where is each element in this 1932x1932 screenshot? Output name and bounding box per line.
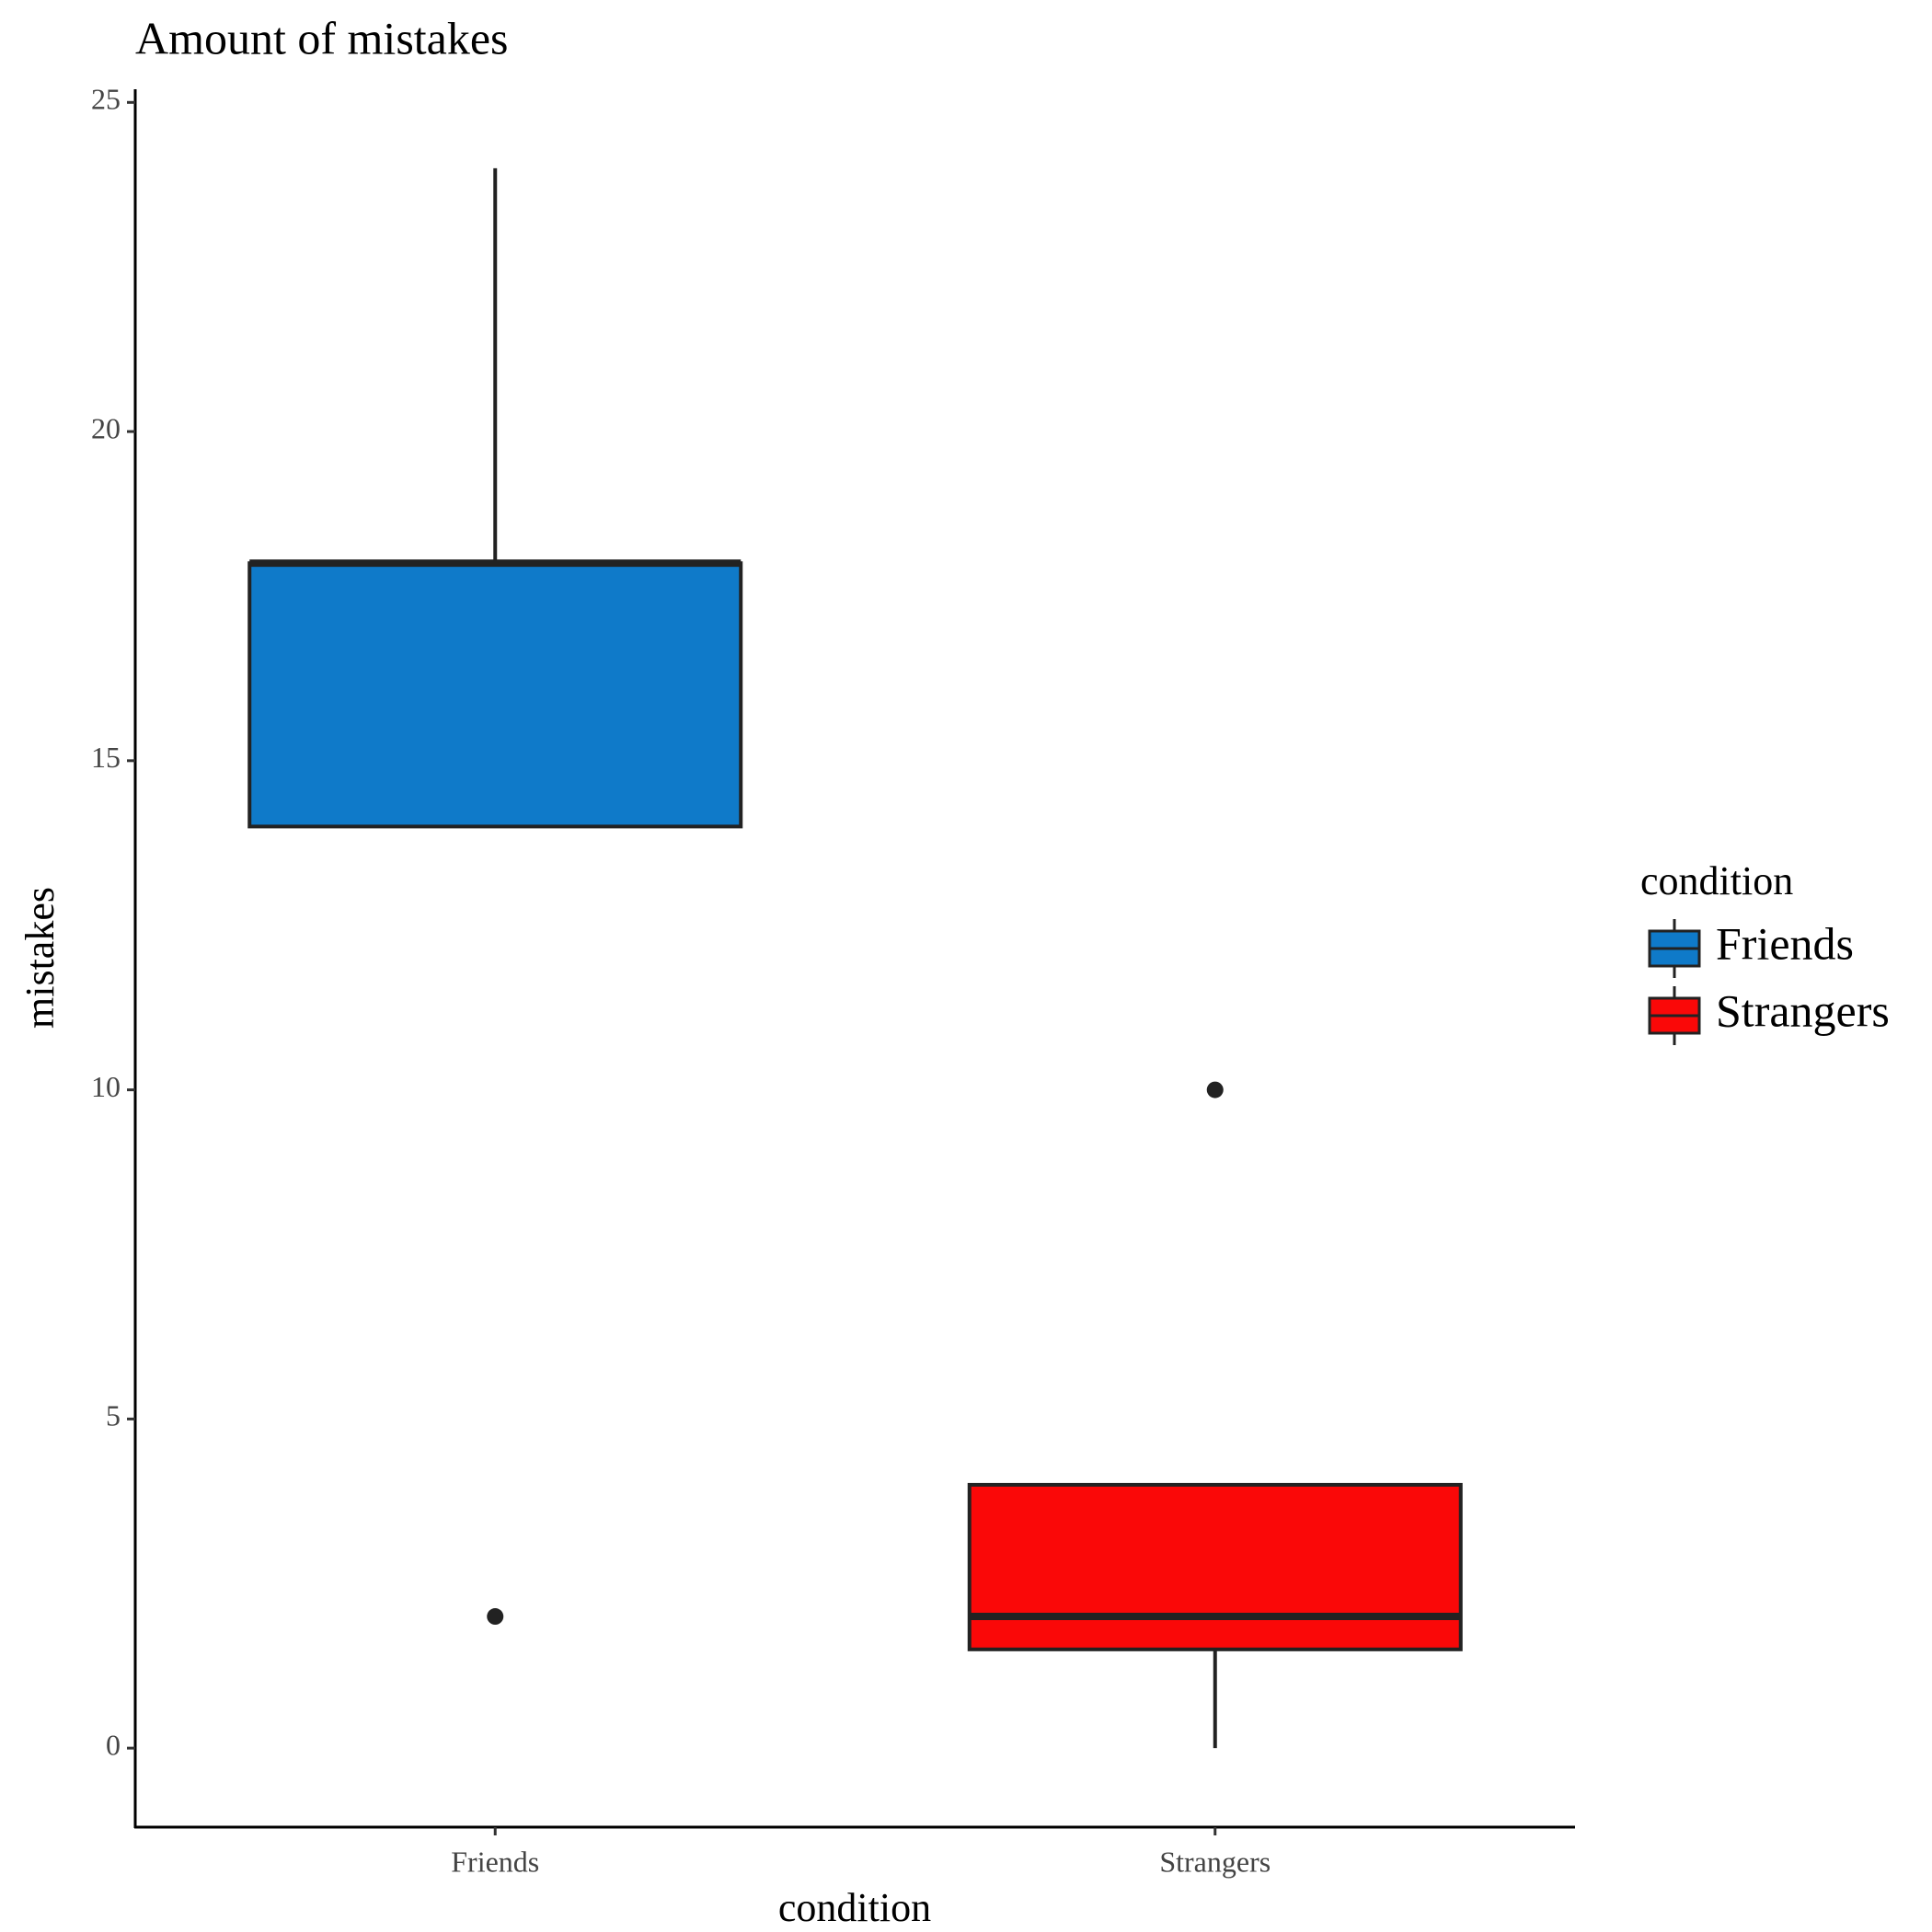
- y-tick-label: 25: [91, 83, 121, 116]
- x-tick-label: Friends: [451, 1845, 539, 1878]
- outlier: [487, 1608, 504, 1626]
- box: [247, 561, 743, 829]
- y-axis-title: mistakes: [17, 887, 63, 1029]
- y-tick-label: 20: [91, 411, 121, 444]
- legend-label: Friends: [1716, 917, 1854, 969]
- box: [967, 1482, 1463, 1651]
- x-tick-label: Strangers: [1159, 1845, 1271, 1878]
- y-tick-label: 5: [106, 1399, 121, 1432]
- x-axis-title: condition: [778, 1885, 931, 1930]
- legend-label: Strangers: [1716, 984, 1890, 1036]
- y-tick-label: 0: [106, 1728, 121, 1761]
- y-tick-label: 10: [91, 1070, 121, 1103]
- y-tick-label: 15: [91, 741, 121, 774]
- chart-title: Amount of mistakes: [135, 12, 509, 63]
- outlier: [1206, 1081, 1224, 1098]
- legend-title: condition: [1640, 858, 1793, 903]
